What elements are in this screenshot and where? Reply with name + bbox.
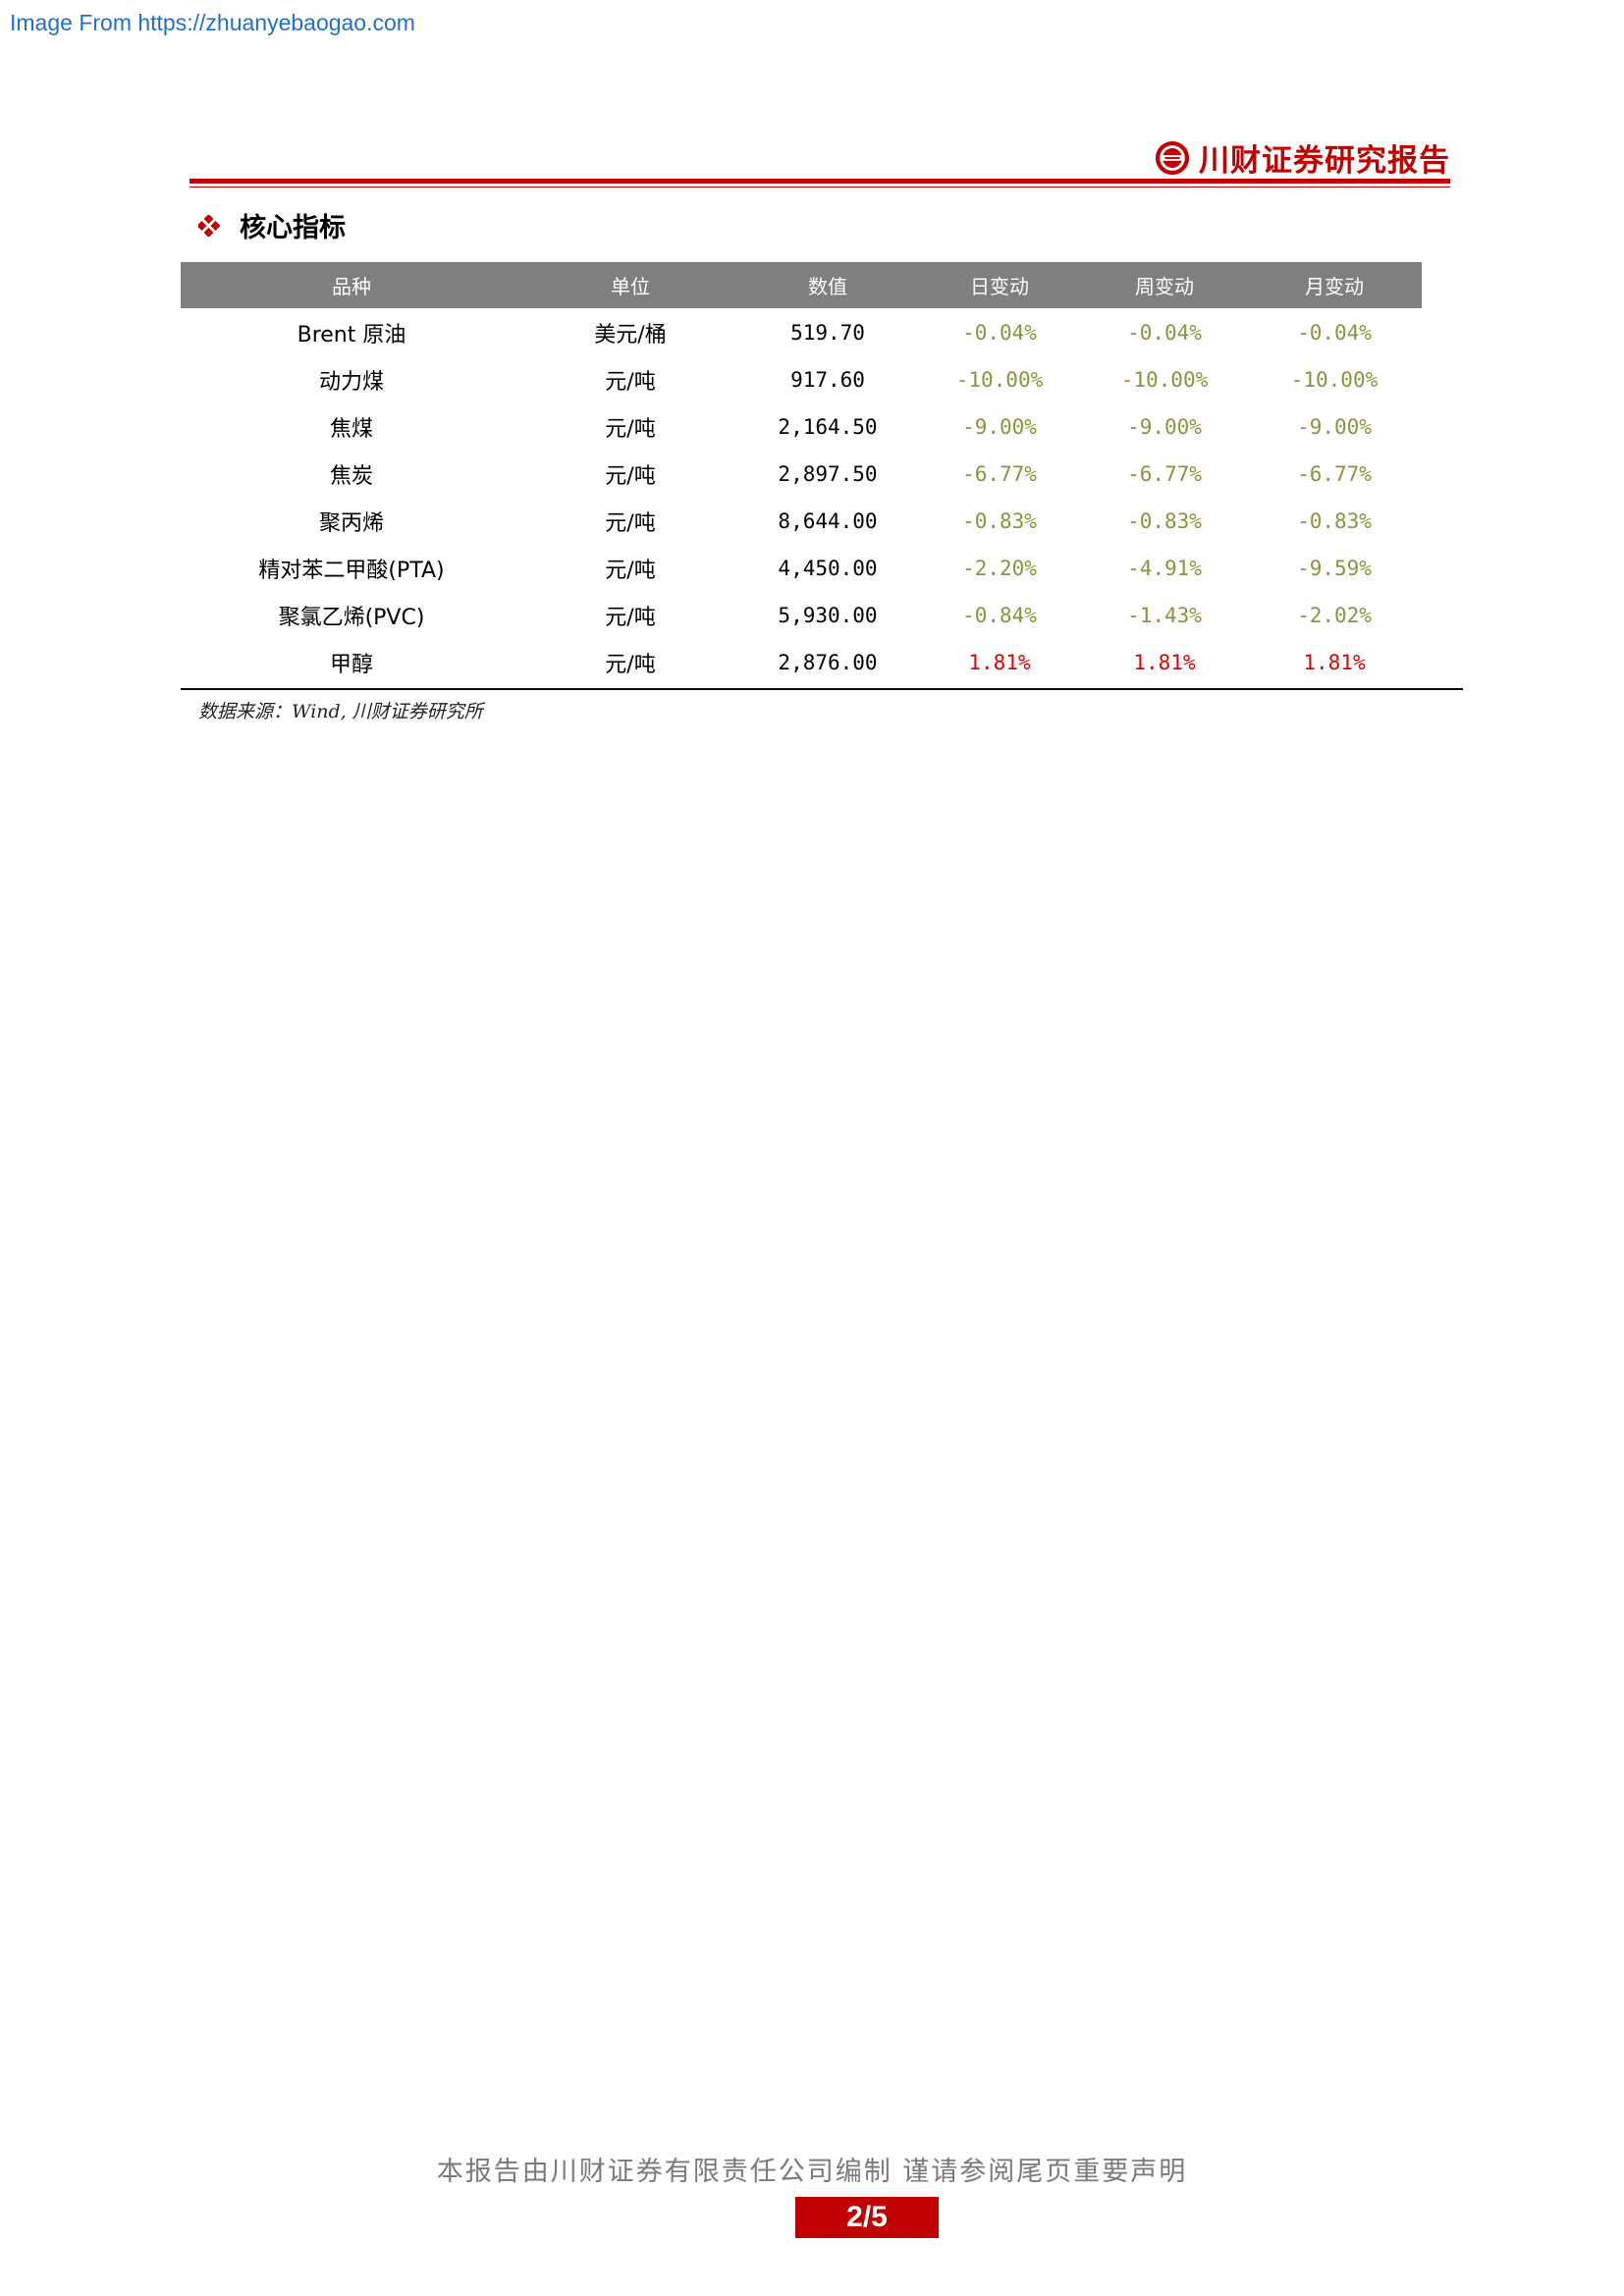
data-source-note: 数据来源：Wind, 川财证券研究所 xyxy=(198,701,483,722)
footer-disclaimer: 本报告由川财证券有限责任公司编制 谨请参阅尾页重要声明 xyxy=(436,2157,1188,2187)
cell-value: 519.70 xyxy=(790,321,865,345)
cell-month-change: -0.04% xyxy=(1297,321,1372,345)
cell-value: 5,930.00 xyxy=(778,604,878,627)
cell-day-change: -6.77% xyxy=(962,462,1037,486)
cell-month-change: -10.00% xyxy=(1290,368,1379,392)
cell-month-change: -9.00% xyxy=(1297,415,1372,439)
cell-value: 2,897.50 xyxy=(778,462,878,486)
cell-week-change: -10.00% xyxy=(1120,368,1209,392)
header-cell-day: 日变动 xyxy=(970,275,1029,298)
header-rule xyxy=(189,179,1450,184)
cell-unit: 元/吨 xyxy=(605,606,656,630)
cell-value: 8,644.00 xyxy=(778,509,878,533)
cell-name: 聚丙烯 xyxy=(318,511,384,536)
cell-week-change: -1.43% xyxy=(1127,604,1202,627)
header-cell-week: 周变动 xyxy=(1135,275,1194,298)
cell-value: 2,876.00 xyxy=(778,651,878,674)
cell-day-change: -2.20% xyxy=(962,557,1037,580)
table-row: 甲醇 元/吨 2,876.00 1.81% 1.81% 1.81% xyxy=(181,639,1463,686)
cell-name: 聚氯乙烯(PVC) xyxy=(278,606,425,630)
header-cell-name: 品种 xyxy=(332,275,371,298)
page-number: 2/5 xyxy=(795,2197,939,2238)
cell-week-change: -6.77% xyxy=(1127,462,1202,486)
cell-name: 焦煤 xyxy=(329,417,373,442)
cell-day-change: -0.04% xyxy=(962,321,1037,345)
header-cell-unit: 单位 xyxy=(611,275,650,298)
cell-day-change: -0.84% xyxy=(962,604,1037,627)
table-row: Brent 原油 美元/桶 519.70 -0.04% -0.04% -0.04% xyxy=(181,309,1463,356)
cell-unit: 美元/桶 xyxy=(594,323,667,347)
cell-name: 动力煤 xyxy=(318,370,384,395)
cell-name: 精对苯二甲酸(PTA) xyxy=(258,559,445,583)
table-row: 精对苯二甲酸(PTA) 元/吨 4,450.00 -2.20% -4.91% -9.59% xyxy=(181,545,1463,592)
cell-day-change: -10.00% xyxy=(955,368,1044,392)
cell-week-change: -0.83% xyxy=(1127,509,1202,533)
watermark-link[interactable]: Image From https://zhuanyebaogao.com xyxy=(10,10,415,35)
cell-unit: 元/吨 xyxy=(605,653,656,677)
cell-month-change: 1.81% xyxy=(1303,651,1366,674)
cell-unit: 元/吨 xyxy=(605,464,656,489)
header-cell-month: 月变动 xyxy=(1305,275,1364,298)
table-row: 焦炭 元/吨 2,897.50 -6.77% -6.77% -6.77% xyxy=(181,451,1463,498)
cell-unit: 元/吨 xyxy=(605,511,656,536)
table-row: 聚氯乙烯(PVC) 元/吨 5,930.00 -0.84% -1.43% -2.02% xyxy=(181,592,1463,639)
cell-day-change: 1.81% xyxy=(968,651,1031,674)
brand: 川财证券研究报告 xyxy=(1154,135,1450,180)
diamond-bullet-icon xyxy=(198,214,220,237)
core-indicators-table: 品种 单位 数值 日变动 周变动 月变动 Brent 原油 美元/桶 519.70 -… xyxy=(181,262,1463,690)
cell-value: 917.60 xyxy=(790,368,865,392)
cell-unit: 元/吨 xyxy=(605,417,656,442)
cell-month-change: -6.77% xyxy=(1297,462,1372,486)
cell-name: 焦炭 xyxy=(329,464,373,489)
cell-week-change: -9.00% xyxy=(1127,415,1202,439)
table-body: Brent 原油 美元/桶 519.70 -0.04% -0.04% -0.04% 动力煤元… xyxy=(181,308,1463,686)
cell-month-change: -0.83% xyxy=(1297,509,1372,533)
cell-name: Brent 原油 xyxy=(297,323,406,347)
cell-unit: 元/吨 xyxy=(605,370,656,395)
table-bottom-rule xyxy=(181,688,1463,690)
cell-value: 2,164.50 xyxy=(778,415,878,439)
cell-week-change: -4.91% xyxy=(1127,557,1202,580)
table-row: 动力煤 元/吨 917.60 -10.00% -10.00% -10.00% xyxy=(181,356,1463,403)
header-cell-value: 数值 xyxy=(808,275,847,298)
cell-day-change: -0.83% xyxy=(962,509,1037,533)
section-heading: 核心指标 xyxy=(198,206,346,244)
cell-month-change: -9.59% xyxy=(1297,557,1372,580)
cell-week-change: 1.81% xyxy=(1133,651,1196,674)
cell-unit: 元/吨 xyxy=(605,559,656,583)
table-row: 聚丙烯 元/吨 8,644.00 -0.83% -0.83% -0.83% xyxy=(181,498,1463,545)
table-row: 焦煤 元/吨 2,164.50 -9.00% -9.00% -9.00% xyxy=(181,403,1463,451)
cell-month-change: -2.02% xyxy=(1297,604,1372,627)
brand-name: 川财证券研究报告 xyxy=(1199,143,1450,179)
cell-value: 4,450.00 xyxy=(778,557,878,580)
cell-day-change: -9.00% xyxy=(962,415,1037,439)
section-title: 核心指标 xyxy=(240,213,346,243)
cell-name: 甲醇 xyxy=(329,653,373,677)
table-header: 品种 单位 数值 日变动 周变动 月变动 xyxy=(181,262,1422,308)
cell-week-change: -0.04% xyxy=(1127,321,1202,345)
company-logo-icon xyxy=(1155,140,1190,175)
